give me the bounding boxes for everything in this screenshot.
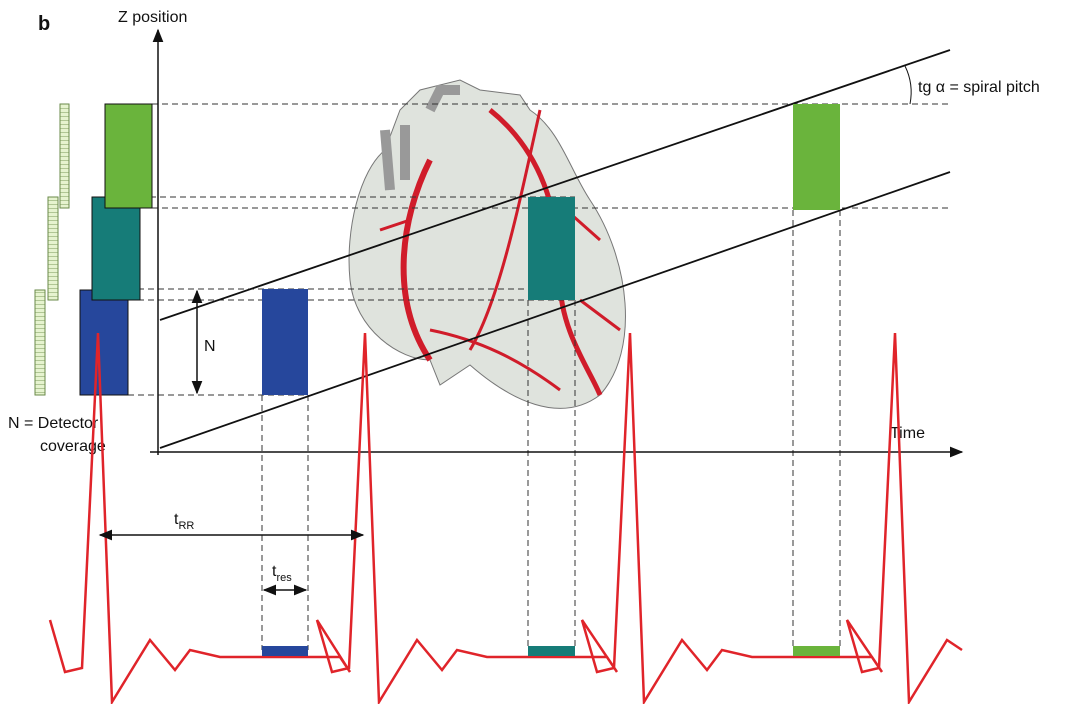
pitch-label: tg α = spiral pitch — [918, 79, 1040, 96]
coverage-label: coverage — [40, 438, 106, 455]
block-green — [105, 104, 152, 208]
t-res-label: tres — [272, 563, 292, 584]
block-teal — [528, 197, 575, 300]
detector-row — [35, 290, 45, 395]
n-label: N — [204, 338, 216, 355]
window-green — [793, 646, 840, 656]
window-teal — [528, 646, 575, 656]
t-res-sub: res — [276, 572, 292, 584]
t-rr-label: tRR — [174, 511, 194, 532]
block-blue — [262, 289, 308, 395]
detector-row — [48, 197, 58, 300]
coverage-label: N = Detector — [8, 415, 99, 432]
panel-label: b — [38, 13, 50, 35]
block-green — [793, 104, 840, 210]
block-blue — [80, 290, 128, 395]
heart-illustration — [349, 80, 625, 408]
x-axis-label: Time — [890, 425, 925, 442]
t-rr-sub: RR — [178, 520, 194, 532]
detector-row — [60, 104, 69, 208]
block-teal — [92, 197, 140, 300]
angle-arc — [905, 66, 911, 104]
diagram: b Z position Time tg α = spiral pitch N … — [0, 0, 1088, 704]
window-blue — [262, 646, 308, 656]
y-axis-label: Z position — [118, 9, 187, 26]
